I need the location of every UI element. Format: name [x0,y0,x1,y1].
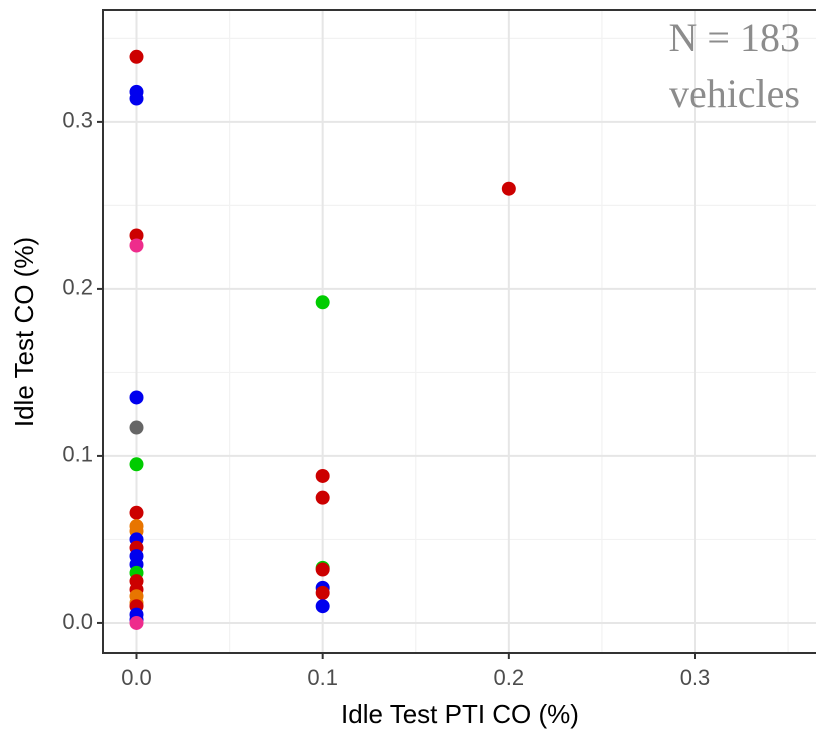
y-tick-label: 0.0 [62,609,93,634]
y-tick-label: 0.1 [62,442,93,467]
point [129,505,144,520]
point [315,490,330,505]
point [315,585,330,600]
x-tick-label: 0.2 [494,665,525,690]
annotation: vehicles [669,71,800,116]
plot-background [103,10,816,653]
x-axis-title: Idle Test PTI CO (%) [341,699,579,729]
annotation: N = 183 [669,15,800,60]
point [129,49,144,64]
point [129,420,144,435]
y-tick-label: 0.3 [62,108,93,133]
point [129,228,144,243]
plot-border [102,9,816,654]
point [501,181,516,196]
point [129,91,144,106]
y-axis-title: Idle Test CO (%) [9,237,39,427]
point [315,295,330,310]
y-tick-label: 0.2 [62,275,93,300]
point [315,599,330,614]
x-tick-label: 0.0 [121,665,152,690]
point [129,457,144,472]
x-tick-label: 0.3 [680,665,711,690]
point [315,468,330,483]
point [129,390,144,405]
x-tick-label: 0.1 [307,665,338,690]
point [315,562,330,577]
point [129,615,144,630]
point [129,238,144,253]
